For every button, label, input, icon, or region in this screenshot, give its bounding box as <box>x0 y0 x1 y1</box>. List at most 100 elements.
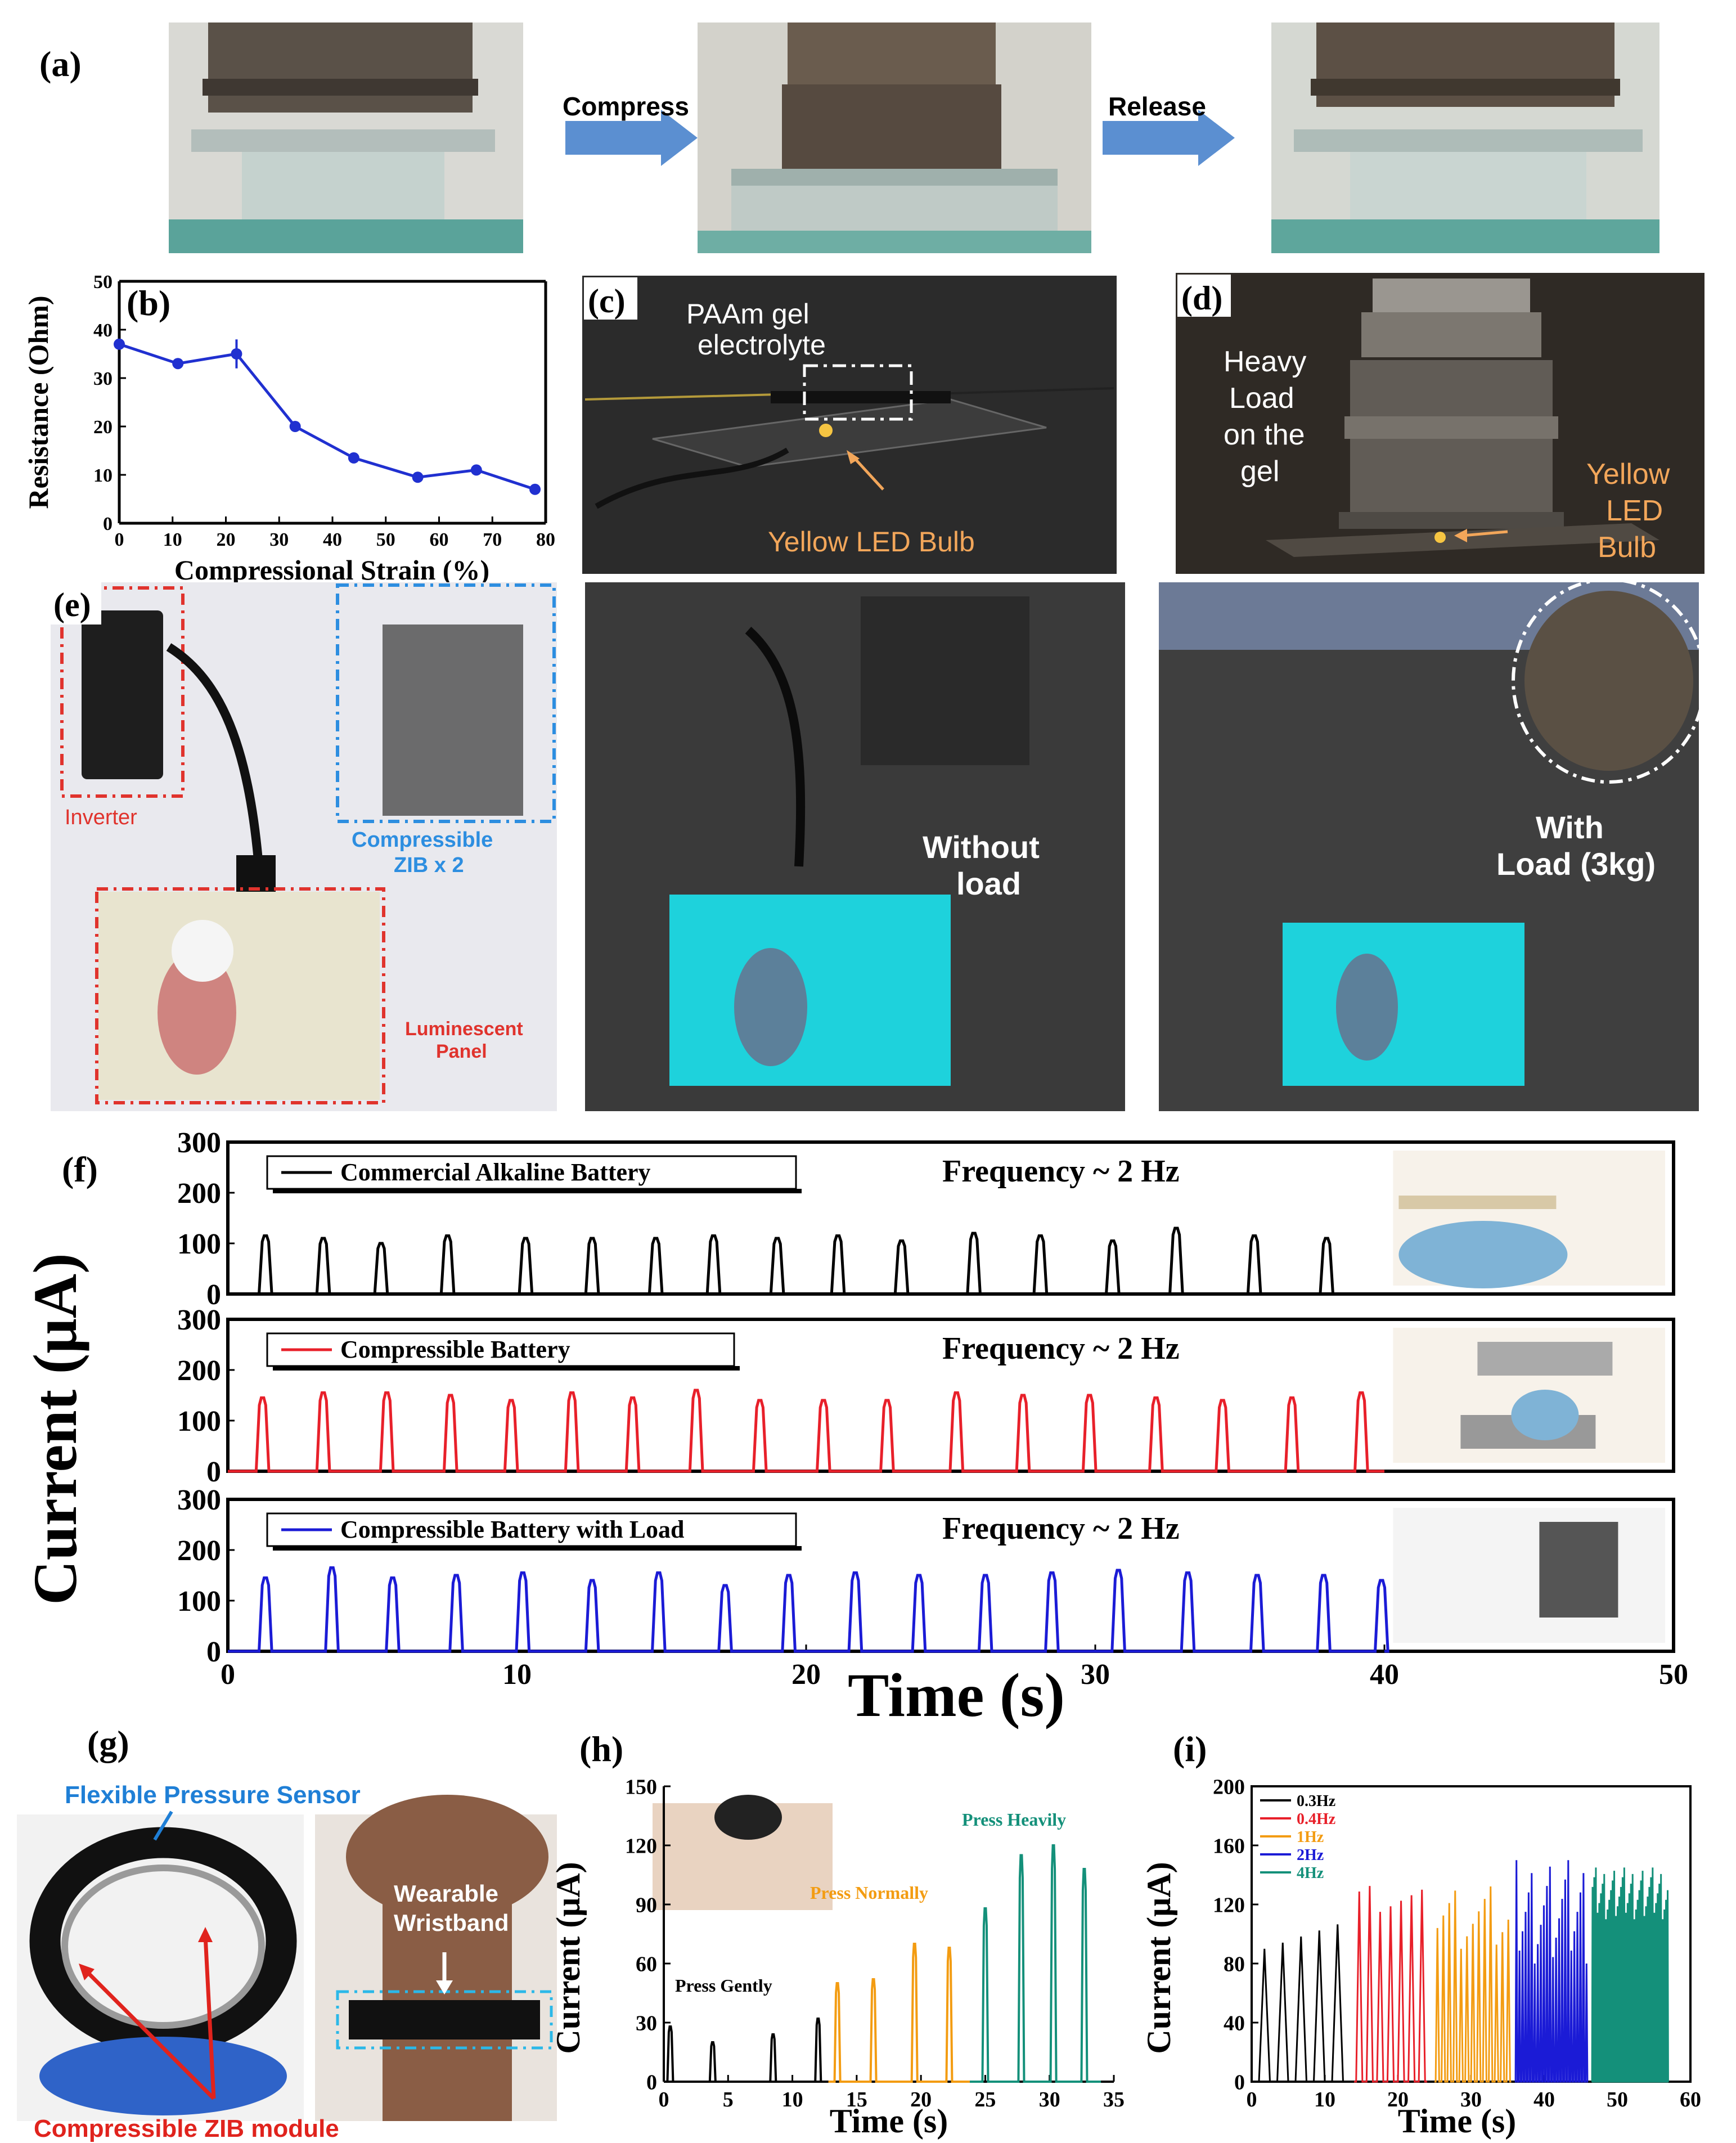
i-series-line-0 <box>1255 1924 1347 2083</box>
i-legend-text: 2Hz <box>1297 1847 1324 1864</box>
i-x-tick-label: 30 <box>1460 2088 1482 2111</box>
f1-y-tick-label: 300 <box>177 1304 221 1336</box>
h-y-tick-label: 120 <box>625 1834 657 1858</box>
zib-module-label: Compressible ZIB module <box>34 2115 339 2142</box>
yellow-led-line3: Bulb <box>1598 531 1656 564</box>
f1-y-tick-label: 200 <box>177 1355 221 1387</box>
panel-label-a: (a) <box>39 44 82 84</box>
f0-y-tick-label: 300 <box>177 1127 221 1159</box>
b-x-tick-label: 30 <box>269 529 289 550</box>
f2-x-tick-label: 50 <box>1659 1659 1688 1691</box>
zib-label-line1: Compressible <box>352 828 493 852</box>
no-load-photo <box>585 582 1125 1111</box>
f-legend-shadow <box>273 1189 802 1193</box>
release-label: Release <box>1108 92 1206 121</box>
resistance-strain-chart: (b) 0 10 20 30 40 50 60 70 80 0 10 20 30 40 50 Compres… <box>23 272 555 586</box>
h-y-tick-label: 0 <box>646 2070 657 2094</box>
h-x-tick-label: 20 <box>910 2088 932 2111</box>
b-y-tick-label: 50 <box>93 272 113 293</box>
panel-label-line2: Panel <box>436 1041 487 1062</box>
f2-y-tick-label: 200 <box>177 1535 221 1567</box>
press-gently-label: Press Gently <box>675 1975 772 1996</box>
heavy-load-line1: Heavy <box>1224 345 1306 378</box>
b-y-axis-label: Resistance (Ohm) <box>23 295 54 509</box>
b-data-point <box>172 358 184 370</box>
f-frequency-label: Frequency ~ 2 Hz <box>942 1331 1180 1366</box>
f-inset-battery <box>1477 1342 1613 1376</box>
panel-label-c: (c) <box>588 282 626 320</box>
h-y-axis-label: Current (μA) <box>550 1862 587 2054</box>
press-photo-released <box>1271 23 1659 253</box>
panel-label-f: (f) <box>62 1149 98 1189</box>
f1-y-tick-label: 100 <box>177 1405 221 1437</box>
b-x-tick-label: 50 <box>376 529 395 550</box>
ring-sensor-photo <box>17 1810 304 2121</box>
zib-label-line2: ZIB x 2 <box>394 853 464 877</box>
wristband-label-line1: Wearable <box>394 1880 498 1907</box>
b-x-tick-label: 20 <box>217 529 236 550</box>
f0-y-tick-label: 100 <box>177 1228 221 1260</box>
i-x-tick-label: 40 <box>1533 2088 1555 2111</box>
f-inset-glove <box>1398 1221 1568 1288</box>
h-x-tick-label: 5 <box>723 2088 734 2111</box>
f-legend-text: Compressible Battery <box>340 1336 570 1363</box>
b-y-tick-label: 30 <box>93 369 113 389</box>
i-legend-text: 0.3Hz <box>1297 1792 1335 1810</box>
f-inset-glove <box>1511 1390 1579 1440</box>
h-x-tick-label: 10 <box>782 2088 803 2111</box>
h-series-line-2 <box>970 1844 1101 2083</box>
f-legend-shadow <box>273 1366 740 1371</box>
i-x-tick-label: 20 <box>1387 2088 1409 2111</box>
f1-y-tick-label: 0 <box>206 1456 221 1488</box>
panel-label-i: (i) <box>1173 1729 1207 1769</box>
h-x-tick-label: 35 <box>1103 2088 1125 2111</box>
b-y-tick-label: 40 <box>93 320 113 341</box>
f-series-line-0 <box>228 1227 1384 1296</box>
i-series-line-1 <box>1354 1886 1427 2083</box>
f2-x-tick-label: 20 <box>791 1659 821 1691</box>
h-y-tick-label: 150 <box>625 1775 657 1799</box>
i-x-tick-label: 60 <box>1680 2088 1701 2111</box>
wristband-photo <box>315 1795 557 2121</box>
b-x-tick-label: 0 <box>115 529 124 550</box>
f2-y-tick-label: 100 <box>177 1585 221 1618</box>
b-x-axis-label: Compressional Strain (%) <box>174 554 489 586</box>
h-y-tick-label: 90 <box>636 1893 657 1917</box>
f-legend-box <box>266 1155 797 1190</box>
b-y-tick-label: 0 <box>103 514 113 534</box>
panel-label-h: (h) <box>579 1729 623 1769</box>
f-legend-shadow <box>273 1546 802 1551</box>
i-series-line-4 <box>1591 1867 1669 2083</box>
led-circuit-photo <box>582 276 1117 574</box>
f-inset-weight <box>1539 1522 1618 1618</box>
panel-label-b: (b) <box>127 283 170 323</box>
b-x-tick-label: 10 <box>163 529 182 550</box>
f2-y-tick-label: 300 <box>177 1484 221 1516</box>
gel-label-line2: electrolyte <box>698 329 826 361</box>
b-series-line <box>119 343 536 491</box>
i-y-tick-label: 160 <box>1213 1834 1245 1858</box>
press-photo-compressed <box>698 23 1091 253</box>
f-frequency-label: Frequency ~ 2 Hz <box>942 1511 1180 1546</box>
led-label: Yellow LED Bulb <box>768 526 975 558</box>
panel-label-g: (g) <box>87 1723 129 1763</box>
f-series-line-1 <box>228 1389 1384 1473</box>
b-x-tick-label: 70 <box>483 529 502 550</box>
i-y-tick-label: 40 <box>1224 2011 1245 2035</box>
without-load-line1: Without <box>923 829 1040 865</box>
i-y-tick-label: 200 <box>1213 1775 1245 1799</box>
release-arrow <box>1103 110 1235 166</box>
panel-label-e: (e) <box>53 586 91 623</box>
f-legend-text: Compressible Battery with Load <box>340 1516 685 1543</box>
i-series-line-3 <box>1514 1860 1589 2083</box>
b-data-point <box>231 348 242 360</box>
h-x-tick-label: 15 <box>846 2088 867 2111</box>
h-x-tick-label: 30 <box>1039 2088 1060 2111</box>
b-data-point <box>289 421 301 432</box>
b-x-tick-label: 60 <box>430 529 449 550</box>
h-series-line-1 <box>828 1943 970 2083</box>
i-y-tick-label: 120 <box>1213 1893 1245 1917</box>
press-photo-initial <box>169 23 523 253</box>
press-normally-label: Press Normally <box>810 1883 928 1903</box>
